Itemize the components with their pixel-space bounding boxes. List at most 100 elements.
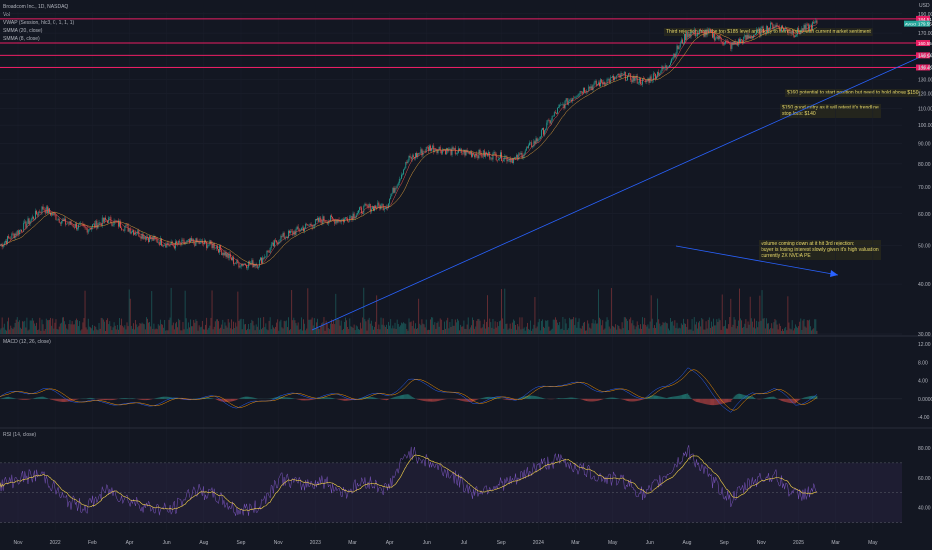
macd-histogram-bar xyxy=(55,398,57,401)
volume-bar xyxy=(507,329,509,334)
macd-histogram-bar xyxy=(798,398,800,401)
macd-histogram-bar xyxy=(657,395,659,399)
macd-histogram-bar xyxy=(311,398,313,400)
macd-histogram-bar xyxy=(20,398,21,400)
candle-body xyxy=(473,153,474,155)
volume-bar xyxy=(100,317,102,334)
candle-body xyxy=(432,145,434,149)
macd-histogram-bar xyxy=(40,396,42,399)
candle-body xyxy=(208,244,210,246)
macd-histogram-bar xyxy=(778,398,780,400)
volume-bar xyxy=(683,318,684,334)
volume-bar xyxy=(224,322,226,334)
candle-body xyxy=(167,242,169,245)
macd-histogram-bar xyxy=(482,397,484,399)
candle-body xyxy=(427,147,429,151)
annotation-150-level[interactable]: $150 good entry as it will retest it's t… xyxy=(780,104,881,118)
candle-body xyxy=(616,75,618,78)
volume-bar xyxy=(618,326,620,334)
volume-bar xyxy=(755,328,756,334)
macd-histogram-bar xyxy=(599,398,600,401)
symbol-tag-label: AVGO xyxy=(905,22,916,27)
volume-bar xyxy=(119,317,120,334)
volume-bar xyxy=(30,320,32,334)
symbol-tag xyxy=(904,20,916,27)
volume-bar xyxy=(173,329,175,334)
volume-bar xyxy=(111,330,113,334)
volume-bar xyxy=(621,322,623,334)
macd-histogram-bar xyxy=(144,398,146,401)
volume-bar xyxy=(294,320,296,334)
volume-bar xyxy=(684,323,685,334)
volume-bar xyxy=(307,288,309,334)
macd-histogram-bar xyxy=(664,397,666,399)
volume-bar xyxy=(745,319,747,334)
annotation-160-level[interactable]: $160 potential to start position but nee… xyxy=(785,89,921,97)
volume-bar xyxy=(394,322,396,334)
volume-bar xyxy=(369,323,371,334)
macd-histogram-bar xyxy=(333,398,335,399)
macd-histogram-bar xyxy=(220,398,222,402)
candle-body xyxy=(794,35,796,37)
macd-histogram-bar xyxy=(808,396,810,399)
candle-body xyxy=(85,227,87,229)
candle-body xyxy=(323,216,325,221)
volume-bar xyxy=(364,319,366,334)
candle-body xyxy=(631,79,633,83)
volume-bar xyxy=(217,319,218,334)
macd-histogram-bar xyxy=(613,397,614,399)
candle-body xyxy=(676,45,678,54)
volume-bar xyxy=(57,329,59,334)
macd-histogram-bar xyxy=(3,397,5,399)
macd-histogram-bar xyxy=(606,398,608,399)
trendline[interactable] xyxy=(311,57,919,331)
macd-histogram-bar xyxy=(392,397,394,399)
candle-body xyxy=(52,212,54,216)
volume-bar xyxy=(427,329,429,334)
volume-bar xyxy=(102,319,104,334)
candle-body xyxy=(141,233,143,239)
volume-trend-arrow[interactable] xyxy=(675,245,839,276)
candle-body xyxy=(297,226,299,230)
candle-body xyxy=(574,97,576,99)
macd-histogram-bar xyxy=(429,398,430,402)
macd-histogram-bar xyxy=(739,393,740,399)
candle-body xyxy=(26,223,28,228)
volume-bar xyxy=(62,317,63,334)
volume-bar xyxy=(702,319,704,334)
macd-histogram-bar xyxy=(307,398,309,401)
volume-bar xyxy=(298,329,300,334)
macd-histogram-bar xyxy=(480,398,482,399)
annotation-volume[interactable]: volume coming down at it hit 3rd rejecti… xyxy=(759,240,881,260)
last-price-tag xyxy=(916,20,930,27)
macd-histogram-bar xyxy=(401,395,402,399)
macd-histogram-bar xyxy=(12,397,14,399)
macd-histogram-bar xyxy=(630,398,632,402)
macd-histogram-bar xyxy=(571,397,572,399)
macd-histogram-bar xyxy=(27,398,29,400)
macd-histogram-bar xyxy=(708,398,710,405)
price-level-tag xyxy=(916,52,930,59)
candle-body xyxy=(221,249,223,255)
volume-bar xyxy=(493,328,495,334)
volume-bar xyxy=(137,327,139,334)
candle-body xyxy=(172,245,174,246)
macd-histogram-bar xyxy=(105,398,106,401)
candle-body xyxy=(493,152,495,154)
macd-histogram-bar xyxy=(13,398,15,399)
candle-body xyxy=(471,151,472,157)
macd-histogram-bar xyxy=(111,398,113,401)
volume-bar xyxy=(744,323,746,334)
candle-body xyxy=(730,43,732,49)
volume-bar xyxy=(211,290,213,334)
volume-legend: Vol xyxy=(3,12,10,18)
volume-bar xyxy=(712,326,713,334)
volume-bar xyxy=(670,317,671,334)
macd-histogram-bar xyxy=(636,398,638,401)
macd-histogram-bar xyxy=(407,394,409,399)
volume-bar xyxy=(731,327,733,334)
volume-bar xyxy=(2,327,4,334)
candle-body xyxy=(186,240,188,242)
